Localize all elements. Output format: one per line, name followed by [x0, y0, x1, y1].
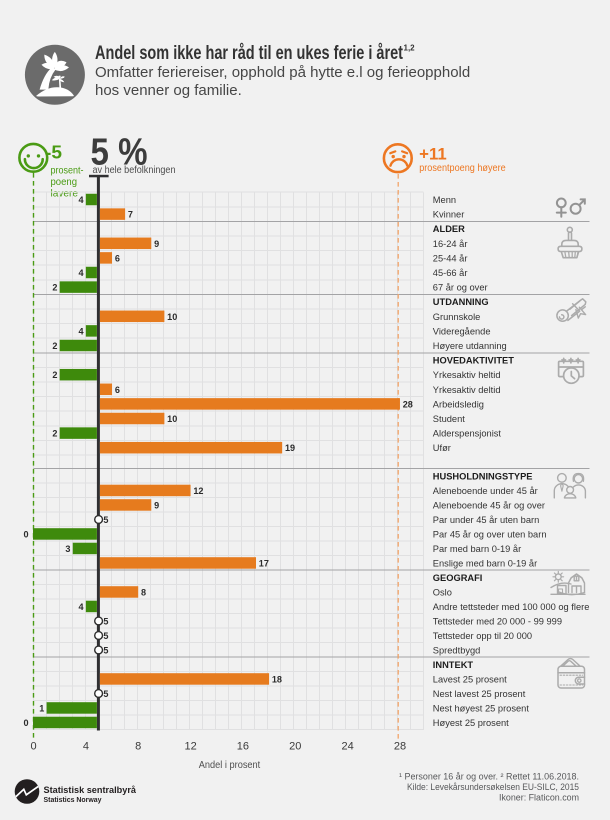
- svg-text:0: 0: [23, 718, 28, 728]
- svg-text:Menn: Menn: [433, 195, 456, 205]
- svg-text:Aleneboende 45 år og over: Aleneboende 45 år og over: [433, 500, 545, 510]
- svg-text:5: 5: [103, 645, 108, 655]
- svg-text:20: 20: [289, 740, 301, 752]
- svg-text:17: 17: [259, 558, 269, 568]
- svg-text:Aleneboende under 45 år: Aleneboende under 45 år: [433, 486, 538, 496]
- svg-text:HOVEDAKTIVITET: HOVEDAKTIVITET: [433, 356, 514, 366]
- svg-text:8: 8: [141, 587, 146, 597]
- svg-text:3: 3: [65, 544, 70, 554]
- svg-text:6: 6: [115, 253, 120, 263]
- svg-text:INNTEKT: INNTEKT: [433, 660, 474, 670]
- svg-text:67 år og over: 67 år og over: [433, 283, 488, 293]
- svg-text:Student: Student: [433, 414, 465, 424]
- svg-text:2: 2: [52, 429, 57, 439]
- svg-text:Omfatter feriereiser, opphold: Omfatter feriereiser, opphold på hytte e…: [95, 64, 470, 81]
- svg-text:poeng: poeng: [51, 176, 78, 188]
- svg-text:4: 4: [78, 268, 84, 278]
- svg-text:Videregående: Videregående: [433, 326, 491, 336]
- svg-text:4: 4: [83, 740, 89, 752]
- svg-text:5: 5: [103, 515, 108, 525]
- svg-text:Tettsteder med 20 000 - 99 999: Tettsteder med 20 000 - 99 999: [433, 616, 562, 626]
- svg-text:5: 5: [103, 631, 108, 641]
- svg-text:2: 2: [52, 341, 57, 351]
- svg-text:Andel som ikke har råd til en: Andel som ikke har råd til en ukes ferie…: [95, 43, 404, 64]
- svg-text:prosentpoeng høyere: prosentpoeng høyere: [419, 163, 506, 174]
- svg-text:UTDANNING: UTDANNING: [433, 297, 489, 307]
- svg-text:28: 28: [394, 740, 406, 752]
- svg-text:12: 12: [184, 740, 196, 752]
- svg-text:Lavest 25 prosent: Lavest 25 prosent: [433, 674, 507, 684]
- svg-text:Tettsteder opp til 20 000: Tettsteder opp til 20 000: [433, 631, 532, 641]
- svg-text:6: 6: [115, 385, 120, 395]
- svg-text:Ufør: Ufør: [433, 443, 451, 453]
- svg-text:Oslo: Oslo: [433, 587, 452, 597]
- svg-text:+11: +11: [419, 146, 447, 164]
- svg-text:2: 2: [52, 283, 57, 293]
- svg-text:1: 1: [39, 703, 44, 713]
- svg-text:45-66 år: 45-66 år: [433, 268, 468, 278]
- svg-text:4: 4: [78, 195, 84, 205]
- svg-text:Høyest 25 prosent: Høyest 25 prosent: [433, 718, 509, 728]
- svg-text:Kvinner: Kvinner: [433, 210, 465, 220]
- svg-text:9: 9: [154, 239, 159, 249]
- svg-text:Enslige med barn 0-19 år: Enslige med barn 0-19 år: [433, 558, 537, 568]
- svg-text:Statistics Norway: Statistics Norway: [44, 797, 102, 804]
- svg-text:¹ Personer 16 år og over. ² Re: ¹ Personer 16 år og over. ² Rettet 11.06…: [399, 772, 579, 782]
- svg-text:2: 2: [52, 370, 57, 380]
- svg-text:18: 18: [272, 674, 282, 684]
- svg-text:16-24 år: 16-24 år: [433, 239, 468, 249]
- svg-text:25-44 år: 25-44 år: [433, 253, 468, 263]
- svg-text:9: 9: [154, 500, 159, 510]
- svg-text:Ikoner: Flaticon.com: Ikoner: Flaticon.com: [499, 793, 579, 803]
- svg-text:Grunnskole: Grunnskole: [433, 312, 481, 322]
- svg-text:5 %: 5 %: [91, 132, 148, 174]
- svg-text:24: 24: [341, 740, 353, 752]
- svg-text:5: 5: [103, 616, 108, 626]
- svg-text:8: 8: [135, 740, 141, 752]
- svg-text:av hele befolkningen: av hele befolkningen: [93, 165, 176, 176]
- svg-text:lavere: lavere: [51, 187, 79, 199]
- svg-text:28: 28: [403, 399, 413, 409]
- svg-text:Nest høyest 25 prosent: Nest høyest 25 prosent: [433, 703, 530, 713]
- svg-text:GEOGRAFI: GEOGRAFI: [433, 573, 483, 583]
- svg-text:Par 45 år og over uten barn: Par 45 år og over uten barn: [433, 529, 547, 539]
- svg-text:0: 0: [30, 740, 36, 752]
- svg-text:16: 16: [237, 740, 249, 752]
- svg-text:Nest lavest 25 prosent: Nest lavest 25 prosent: [433, 689, 526, 699]
- svg-text:-5: -5: [45, 142, 62, 162]
- svg-text:HUSHOLDNINGSTYPE: HUSHOLDNINGSTYPE: [433, 471, 533, 481]
- svg-text:5: 5: [103, 689, 108, 699]
- svg-text:Yrkesaktiv deltid: Yrkesaktiv deltid: [433, 385, 501, 395]
- svg-text:12: 12: [193, 486, 203, 496]
- svg-text:hos venner og familie.: hos venner og familie.: [95, 82, 242, 99]
- svg-text:Andel i prosent: Andel i prosent: [199, 760, 261, 771]
- svg-text:0: 0: [23, 529, 28, 539]
- svg-text:prosent-: prosent-: [51, 164, 84, 176]
- svg-text:4: 4: [78, 602, 84, 612]
- svg-text:1,2: 1,2: [404, 44, 416, 53]
- svg-text:10: 10: [167, 312, 177, 322]
- svg-text:Yrkesaktiv heltid: Yrkesaktiv heltid: [433, 370, 501, 380]
- svg-text:4: 4: [78, 326, 84, 336]
- svg-text:7: 7: [128, 210, 133, 220]
- svg-text:Arbeidsledig: Arbeidsledig: [433, 399, 484, 409]
- svg-text:Høyere utdanning: Høyere utdanning: [433, 341, 507, 351]
- svg-text:Andre tettsteder med 100 000 o: Andre tettsteder med 100 000 og flere: [433, 602, 590, 612]
- svg-text:Par med barn 0-19 år: Par med barn 0-19 år: [433, 544, 521, 554]
- svg-text:10: 10: [167, 414, 177, 424]
- svg-text:Alderspensjonist: Alderspensjonist: [433, 429, 502, 439]
- svg-text:Kilde: Levekårsundersøkelsen E: Kilde: Levekårsundersøkelsen EU-SILC, 20…: [407, 782, 579, 792]
- svg-text:Spredtbygd: Spredtbygd: [433, 645, 481, 655]
- svg-text:19: 19: [285, 443, 295, 453]
- svg-text:ALDER: ALDER: [433, 224, 465, 234]
- svg-text:Statistisk sentralbyrå: Statistisk sentralbyrå: [44, 785, 137, 795]
- svg-text:Par under 45 år uten barn: Par under 45 år uten barn: [433, 515, 539, 525]
